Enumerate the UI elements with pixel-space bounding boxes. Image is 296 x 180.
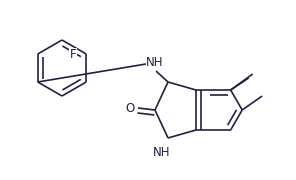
Text: O: O [126, 102, 135, 114]
Text: NH: NH [153, 145, 171, 159]
Text: F: F [70, 48, 76, 62]
Text: NH: NH [146, 57, 164, 69]
